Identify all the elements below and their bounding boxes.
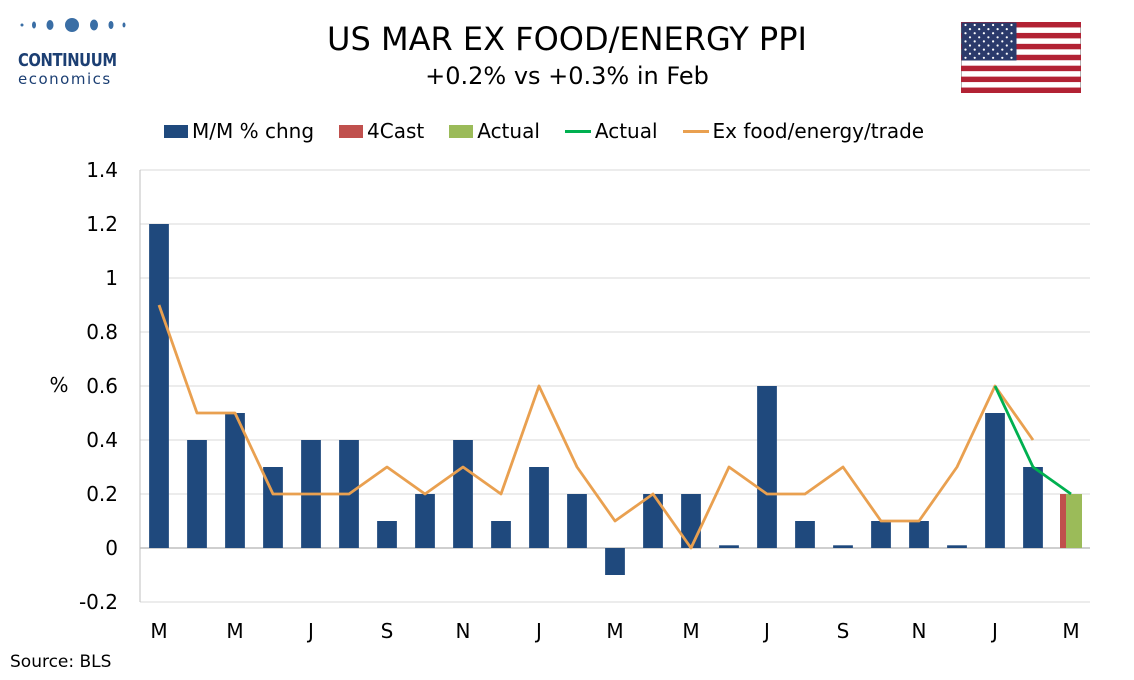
legend-label-ex: Ex food/energy/trade (712, 119, 925, 143)
y-axis-label: % (49, 373, 68, 397)
legend-swatch-forecast (339, 124, 364, 138)
line-ex-food-energy-trade (157, 304, 1035, 550)
x-tick-label: N (456, 619, 471, 643)
legend-item-actual-bar: Actual (449, 119, 540, 143)
legend-label-actual-line: Actual (594, 119, 658, 143)
legend-label-forecast: 4Cast (367, 119, 425, 143)
legend-item-actual-line: Actual (564, 119, 658, 143)
legend-item-mm: M/M % chng (164, 119, 314, 143)
y-tick-label: 1.4 (86, 158, 118, 182)
y-tick-label: 0.4 (86, 428, 118, 452)
y-tick-label: 1.2 (86, 212, 118, 236)
x-tick-label: J (306, 619, 314, 643)
bar-mm (947, 545, 967, 548)
chart-title: US MAR EX FOOD/ENERGY PPI (327, 20, 807, 58)
x-tick-label: J (990, 619, 998, 643)
bar-mm (833, 545, 853, 548)
bar-mm (263, 467, 283, 548)
bar-mm (225, 413, 245, 548)
x-tick-label: S (837, 619, 850, 643)
chart-legend: M/M % chng 4Cast Actual Actual Ex food/e… (164, 117, 949, 145)
legend-swatch-actual-line (564, 129, 591, 133)
y-tick-label: 1 (105, 266, 118, 290)
bar-mm (187, 440, 207, 548)
us-flag-icon (961, 22, 1081, 93)
bar-mm (643, 494, 663, 548)
legend-swatch-mm (164, 124, 188, 138)
y-tick-label: 0.8 (86, 320, 118, 344)
bar-mm (985, 413, 1005, 548)
legend-item-forecast: 4Cast (339, 119, 424, 143)
legend-item-ex: Ex food/energy/trade (682, 119, 925, 143)
bar-forecast (1060, 494, 1066, 548)
bar-mm (415, 494, 435, 548)
x-tick-label: M (606, 619, 623, 643)
legend-label-mm: M/M % chng (192, 119, 315, 143)
x-tick-label: S (381, 619, 394, 643)
x-tick-label: M (150, 619, 167, 643)
bar-mm (605, 548, 625, 575)
bar-mm (757, 386, 777, 548)
bar-mm (529, 467, 549, 548)
bar-mm (795, 521, 815, 548)
source-note: Source: BLS (10, 652, 112, 672)
x-tick-label: N (912, 619, 927, 643)
x-tick-label: J (534, 619, 542, 643)
x-tick-label: M (1062, 619, 1079, 643)
y-tick-label: -0.2 (79, 590, 118, 614)
bar-mm (871, 521, 891, 548)
chart-subtitle: +0.2% vs +0.3% in Feb (425, 62, 709, 90)
y-tick-label: 0.2 (86, 482, 118, 506)
line-actual (993, 385, 1072, 496)
legend-swatch-ex (682, 129, 709, 133)
logo-subtitle: economics (18, 70, 112, 88)
bar-actual (1066, 494, 1082, 548)
x-tick-label: J (762, 619, 770, 643)
logo-dots-icon (20, 18, 126, 32)
bar-mm (719, 545, 739, 548)
bar-mm (453, 440, 473, 548)
x-tick-label: M (226, 619, 243, 643)
x-tick-label: M (682, 619, 699, 643)
legend-label-actual-bar: Actual (477, 119, 540, 143)
bar-mm (377, 521, 397, 548)
bar-mm (909, 521, 929, 548)
logo-name: CONTINUUM (18, 50, 117, 71)
bar-mm (149, 224, 169, 548)
bar-mm (1023, 467, 1043, 548)
y-tick-label: 0.6 (86, 374, 118, 398)
bar-mm (567, 494, 587, 548)
continuum-logo: CONTINUUM economics (14, 14, 134, 88)
legend-swatch-actual-bar (449, 124, 474, 138)
y-tick-label: 0 (105, 536, 118, 560)
bar-mm (491, 521, 511, 548)
